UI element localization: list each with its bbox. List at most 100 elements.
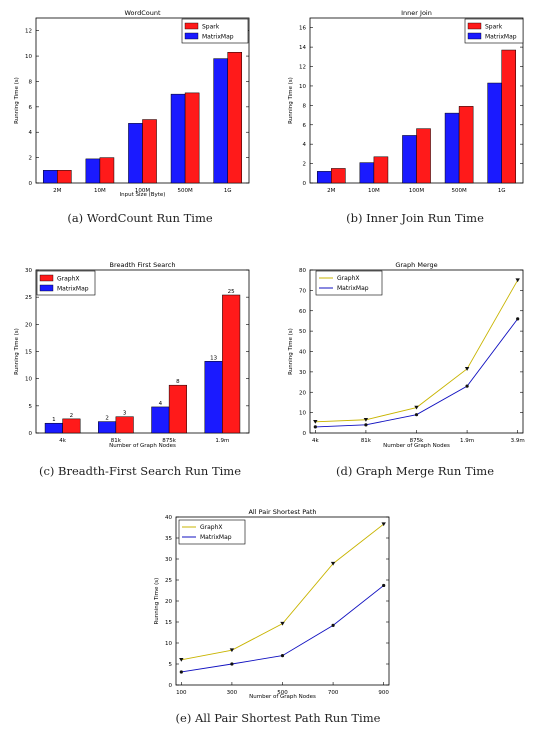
chart2-bar-graphx	[62, 418, 81, 434]
chart4-ytick-label: 25	[165, 578, 172, 584]
chart4-point-graphx	[229, 648, 235, 653]
chart2-ytick-label: 20	[25, 322, 32, 328]
chart1-bar-spark	[501, 49, 517, 184]
chart2-legend-label: GraphX	[57, 276, 80, 283]
chart1-ytick-label: 8	[303, 103, 307, 109]
chart0-bar-matrixmap	[128, 123, 143, 184]
chart4-point-graphx	[179, 658, 184, 662]
chart4-ytick-label: 5	[169, 662, 173, 668]
chart0-legend-swatch-spark	[184, 22, 199, 30]
chart3-ytick-label: 60	[299, 309, 306, 315]
chart2-ytick-label: 25	[25, 295, 32, 301]
chart0-xlabel: Input Size (Byte)	[120, 192, 166, 198]
chart0-ytick-label: 6	[29, 105, 33, 111]
chart4-point-graphx	[330, 561, 336, 566]
chart3-ylabel: Running Time (s)	[288, 328, 294, 375]
chart1-xtick-label: 500M	[451, 188, 466, 194]
chart4-title: All Pair Shortest Path	[248, 508, 316, 516]
chart3-ytick-label: 0	[303, 431, 307, 437]
chart1-ytick-label: 4	[303, 142, 307, 148]
chart1-bar-matrixmap	[359, 162, 375, 184]
chart4-point-matrixmap	[230, 662, 234, 666]
chart4-xtick-label: 500	[277, 690, 288, 696]
chart0-bar-spark	[184, 92, 200, 184]
chart1-ytick-label: 6	[303, 123, 307, 129]
chart1-xtick-label: 10M	[368, 188, 380, 194]
chart3-ytick-label: 10	[299, 411, 306, 417]
chart3-point-matrixmap	[516, 317, 520, 321]
chart2-ytick-label: 5	[29, 404, 33, 410]
chart4-point-matrixmap	[179, 670, 183, 674]
chart3-xtick-label: 3.9m	[511, 438, 525, 444]
chart4-point-graphx	[381, 522, 386, 527]
chart4-ytick-label: 10	[165, 641, 172, 647]
chart4-ylabel: Running Time (s)	[154, 578, 160, 625]
chart2-bar-graphx	[168, 384, 187, 434]
chart3-point-graphx	[363, 417, 369, 422]
caption-b: (b) Inner Join Run Time	[346, 211, 484, 225]
chart3-legend-label: MatrixMap	[337, 285, 369, 292]
chart3-xtick-label: 1.9m	[460, 438, 474, 444]
chart2-ytick-label: 15	[25, 350, 32, 356]
chart3-point-matrixmap	[313, 425, 317, 429]
chart4-ytick-label: 40	[165, 515, 172, 521]
chart2-bar-matrixmap	[98, 421, 117, 434]
chart2-bar-value-label: 2	[70, 413, 74, 419]
chart2-bar-value-label: 8	[176, 379, 180, 385]
chart1-bar-matrixmap	[316, 171, 332, 184]
chart2-bar-matrixmap	[204, 361, 223, 434]
chart0-ytick-label: 12	[25, 29, 32, 35]
chart1-legend-swatch-matrixmap	[467, 32, 482, 40]
chart0-bar-spark	[57, 170, 72, 184]
chart2-title: Breadth First Search	[110, 261, 176, 269]
chart3-xlabel: Number of Graph Nodes	[383, 443, 450, 449]
chart0-ytick-label: 2	[29, 156, 33, 162]
chart2-bar-value-label: 13	[210, 355, 217, 361]
chart3-ytick-label: 40	[299, 350, 306, 356]
chart4-point-matrixmap	[331, 623, 335, 627]
caption-c: (c) Breadth-First Search Run Time	[38, 464, 241, 478]
chart1-bar-spark	[416, 128, 431, 184]
chart3-ytick-label: 80	[299, 268, 306, 274]
chart4-ytick-label: 20	[165, 599, 172, 605]
chart2-bar-matrixmap	[151, 406, 170, 434]
chart1-ytick-label: 12	[299, 65, 306, 71]
chart0-xtick-label: 10M	[94, 188, 106, 194]
chart2-ytick-label: 0	[29, 431, 33, 437]
caption-d: (d) Graph Merge Run Time	[335, 464, 495, 478]
chart3-title: Graph Merge	[395, 261, 437, 269]
chart0-legend-label: MatrixMap	[202, 34, 234, 41]
chart2-xtick-label: 875k	[162, 438, 176, 444]
chart2-bar-value-label: 2	[105, 416, 109, 422]
chart0-xtick-label: 500M	[177, 188, 192, 194]
chart4-point-matrixmap	[382, 583, 386, 588]
chart2-bar-value-label: 25	[228, 289, 235, 295]
chart2-xtick-label: 1.9m	[215, 438, 229, 444]
caption-a: (a) WordCount Run Time	[67, 211, 213, 225]
chart2-bar-graphx	[115, 416, 134, 434]
chart4-xtick-label: 300	[227, 690, 238, 696]
chart0-legend-swatch-matrixmap	[184, 32, 199, 40]
chart2-bar-value-label: 4	[159, 401, 163, 407]
chart1-ytick-label: 2	[303, 162, 307, 168]
chart0-bar-spark	[227, 52, 243, 184]
chart3-xtick-label: 81k	[361, 438, 372, 444]
chart1-bar-spark	[331, 168, 346, 184]
chart1-ylabel: Running Time (s)	[288, 77, 294, 124]
chart1-ytick-label: 16	[299, 26, 306, 32]
chart4-xlabel: Number of Graph Nodes	[249, 694, 316, 700]
chart1-legend-swatch-spark	[467, 22, 482, 30]
chart1-bar-spark	[373, 156, 389, 184]
chart0-legend-label: Spark	[202, 24, 220, 31]
chart1-xtick-label: 100M	[409, 188, 424, 194]
chart3-point-graphx	[515, 278, 520, 283]
chart2-xlabel: Number of Graph Nodes	[109, 443, 176, 449]
chart1-xtick-label: 2M	[327, 188, 335, 194]
chart4-legend	[178, 519, 246, 545]
chart4-legend-label: GraphX	[200, 524, 223, 531]
chart1-bar-matrixmap	[402, 135, 417, 184]
chart4-ytick-label: 0	[169, 683, 173, 689]
chart4-point-matrixmap	[280, 654, 285, 658]
chart3-ytick-label: 20	[299, 390, 306, 396]
chart0-ytick-label: 8	[29, 79, 33, 85]
